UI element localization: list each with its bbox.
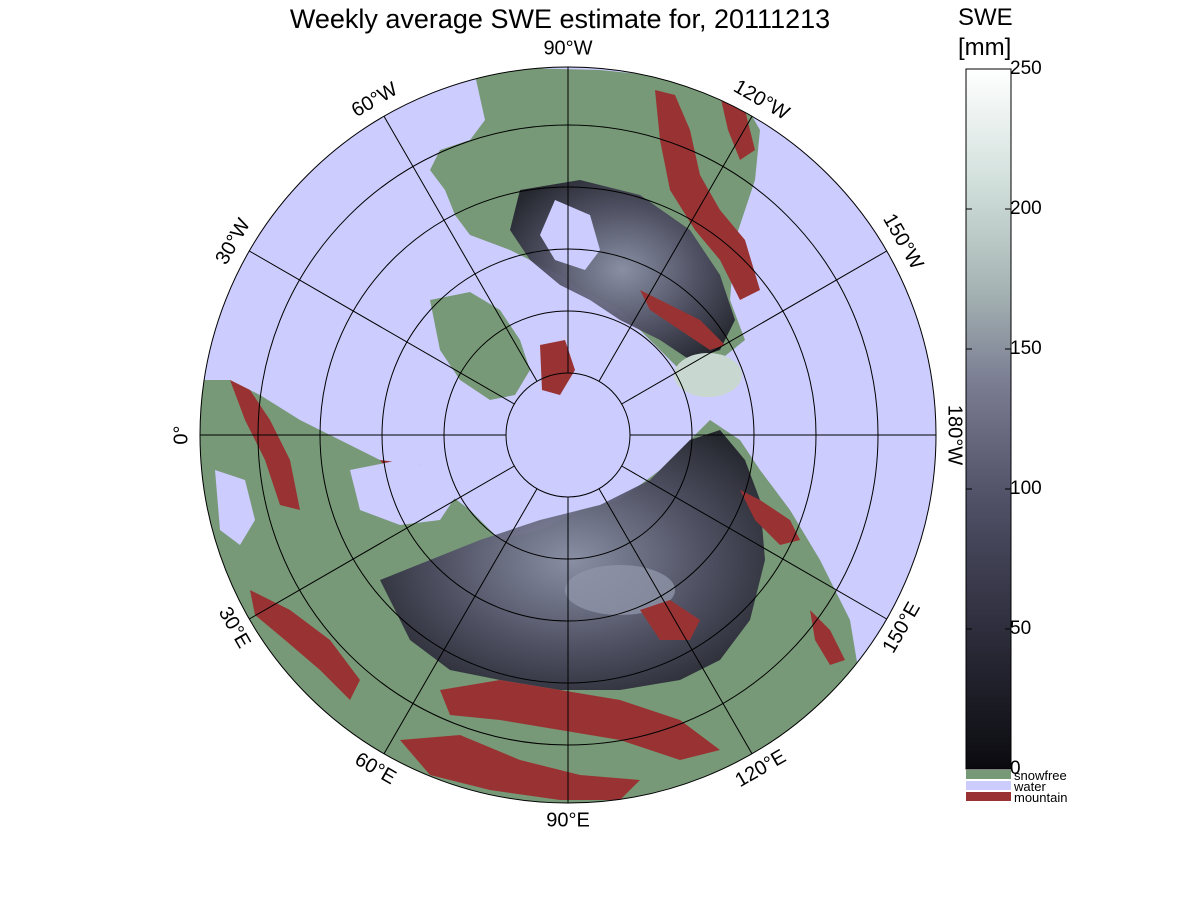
snow-mid-swe-siberia [565, 565, 675, 615]
meridian-line [598, 488, 753, 754]
colorbar-tick-label: 100 [1010, 478, 1042, 499]
colorbar-tick-label: 250 [1010, 58, 1042, 79]
meridian-line [598, 116, 753, 382]
legend-swatch-water [966, 781, 1011, 790]
colorbar-tick-label: 50 [1010, 618, 1032, 639]
colorbar-title-line1: SWE [958, 4, 1013, 31]
meridian-line [621, 465, 887, 620]
baltic-water [215, 470, 255, 545]
longitude-label: 0° [170, 425, 192, 444]
legend-swatch-snowfree [966, 770, 1011, 779]
arctic-ocean [495, 385, 660, 505]
longitude-label: 90°E [546, 809, 590, 831]
caspian-region-water [350, 460, 460, 525]
longitude-label: 180°W [944, 405, 966, 465]
longitude-label: 90°W [543, 37, 592, 59]
meridian-line [249, 250, 515, 405]
greenland-land [430, 292, 530, 400]
map-title: Weekly average SWE estimate for, 2011121… [289, 4, 831, 34]
mountain-regions [230, 90, 845, 800]
legend-label-snowfree: snowfree [1014, 768, 1067, 783]
colorbar [965, 68, 1012, 770]
longitude-lines [200, 67, 936, 803]
colorbar-tick-label: 0 [1010, 758, 1021, 779]
colorbar-tick-label: 150 [1010, 338, 1042, 359]
meridian-line [383, 488, 538, 754]
legend-label-water: water [1014, 779, 1046, 794]
colorbar-title-line2: [mm] [958, 34, 1012, 61]
legend-label-mountain: mountain [1014, 790, 1068, 805]
meridian-line [249, 465, 515, 620]
colorbar-tick-label: 200 [1010, 198, 1042, 219]
meridian-line [383, 116, 538, 382]
map-disc [200, 67, 936, 803]
meridian-line [621, 250, 887, 405]
colorbar-ticks [966, 68, 1011, 770]
legend-swatch-mountain [966, 792, 1011, 801]
hudson-bay [540, 200, 600, 270]
